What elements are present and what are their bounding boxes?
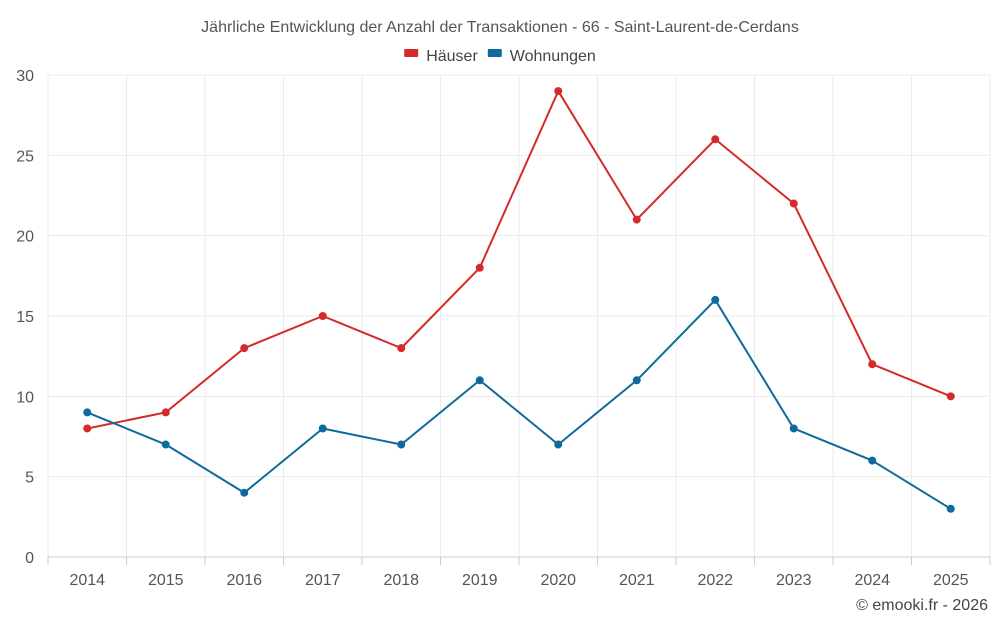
data-point[interactable] (632, 215, 641, 224)
x-tick-label: 2024 (854, 572, 890, 589)
data-point[interactable] (397, 440, 406, 449)
y-tick-label: 0 (25, 550, 34, 567)
x-tick-label: 2025 (933, 572, 969, 589)
series-line (87, 90, 952, 430)
data-point[interactable] (318, 312, 327, 320)
legend-swatch[interactable] (404, 49, 419, 57)
data-point[interactable] (240, 344, 249, 353)
data-point[interactable] (83, 424, 92, 433)
data-point[interactable] (397, 344, 406, 353)
data-point[interactable] (711, 295, 720, 304)
x-tick-label: 2022 (697, 572, 733, 589)
data-point[interactable] (789, 199, 798, 208)
y-tick-label: 20 (16, 229, 34, 246)
data-point[interactable] (83, 408, 92, 417)
series-häuser (83, 87, 955, 433)
x-tick-label: 2014 (69, 572, 105, 589)
x-tick-label: 2016 (226, 572, 262, 589)
series-wohnungen (83, 295, 955, 513)
x-tick-label: 2019 (462, 572, 498, 589)
series (83, 87, 955, 513)
grid (47, 74, 991, 557)
data-point[interactable] (868, 360, 877, 369)
x-tick-label: 2023 (776, 572, 812, 589)
data-point[interactable] (475, 376, 484, 385)
y-tick-label: 25 (16, 148, 34, 165)
data-point[interactable] (632, 376, 641, 385)
data-point[interactable] (946, 392, 955, 401)
x-tick-label: 2015 (148, 572, 184, 589)
data-point[interactable] (475, 263, 484, 272)
y-tick-label: 15 (16, 309, 34, 326)
data-point[interactable] (946, 504, 955, 513)
legend-label: Wohnungen (510, 48, 596, 65)
x-tick-label: 2018 (383, 572, 419, 589)
x-tick-label: 2021 (619, 572, 655, 589)
data-point[interactable] (161, 440, 170, 449)
x-tick-label: 2020 (540, 572, 576, 589)
data-point[interactable] (554, 440, 563, 449)
series-line (86, 298, 952, 510)
data-point[interactable] (789, 424, 798, 433)
y-tick-label: 10 (16, 389, 34, 406)
legend-swatch[interactable] (487, 49, 502, 57)
data-point[interactable] (554, 87, 563, 96)
y-tick-label: 30 (16, 68, 34, 85)
legend: Häuser Wohnungen (404, 48, 596, 65)
data-point[interactable] (318, 424, 327, 433)
data-point[interactable] (240, 488, 249, 497)
data-point[interactable] (161, 408, 170, 417)
x-tick-label: 2017 (305, 572, 341, 589)
data-point[interactable] (868, 456, 877, 465)
y-tick-label: 5 (25, 470, 34, 487)
legend-label: Häuser (426, 48, 478, 65)
chart-title: Jährliche Entwicklung der Anzahl der Tra… (201, 19, 799, 36)
credit-text: © emooki.fr - 2026 (856, 597, 988, 614)
data-point[interactable] (711, 135, 720, 144)
